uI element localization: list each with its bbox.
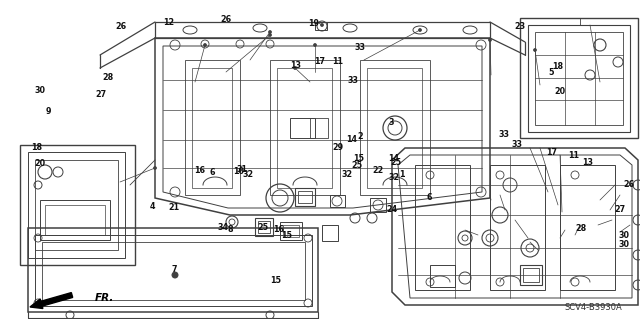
FancyArrow shape: [30, 293, 73, 308]
Circle shape: [172, 272, 178, 278]
Text: 3: 3: [388, 118, 394, 127]
Text: 19: 19: [308, 19, 319, 28]
Text: 6: 6: [427, 193, 432, 202]
Text: 20: 20: [34, 159, 45, 168]
Text: 24: 24: [386, 205, 397, 214]
Text: 30: 30: [618, 241, 630, 249]
Bar: [330, 195, 345, 207]
Circle shape: [269, 31, 271, 33]
Text: 21: 21: [168, 203, 179, 212]
Text: 28: 28: [102, 73, 113, 82]
Text: 17: 17: [546, 148, 557, 157]
Circle shape: [294, 66, 296, 70]
Text: 12: 12: [163, 19, 174, 27]
Text: 7: 7: [172, 265, 177, 274]
Text: 30: 30: [618, 231, 630, 240]
Text: 32: 32: [341, 170, 353, 179]
Text: 14: 14: [388, 154, 399, 163]
Text: 17: 17: [314, 57, 325, 66]
Text: 27: 27: [95, 90, 107, 99]
Text: 34: 34: [217, 223, 228, 232]
Bar: [255, 218, 273, 236]
Text: 25: 25: [257, 223, 269, 232]
Circle shape: [488, 39, 492, 41]
Bar: [20, 145, 135, 265]
Text: 33: 33: [348, 76, 359, 85]
Bar: [430, 265, 455, 287]
Text: 1: 1: [399, 170, 404, 179]
Circle shape: [419, 28, 422, 32]
Text: 13: 13: [582, 158, 593, 167]
Text: 11: 11: [332, 57, 343, 66]
Text: SCV4-B3930A: SCV4-B3930A: [564, 303, 622, 313]
Text: 4: 4: [150, 202, 155, 211]
Text: 16: 16: [273, 225, 284, 234]
Text: 33: 33: [499, 130, 510, 139]
Text: 15: 15: [353, 154, 365, 163]
Text: 31: 31: [236, 165, 248, 174]
Bar: [280, 222, 302, 240]
Bar: [370, 198, 386, 212]
Text: 5: 5: [548, 68, 554, 77]
Text: 32: 32: [243, 170, 254, 179]
Text: 20: 20: [554, 87, 566, 96]
Circle shape: [314, 43, 317, 47]
Text: 13: 13: [290, 61, 301, 70]
Text: 14: 14: [346, 135, 357, 144]
Text: 33: 33: [511, 140, 523, 149]
Text: 30: 30: [34, 86, 45, 95]
Text: 18: 18: [31, 143, 43, 152]
Bar: [310, 118, 328, 138]
Text: 10: 10: [233, 167, 244, 176]
Text: 28: 28: [575, 224, 587, 233]
Bar: [523, 268, 539, 282]
Bar: [40, 200, 110, 240]
Circle shape: [321, 24, 323, 26]
Text: 27: 27: [614, 205, 625, 214]
Text: 33: 33: [354, 43, 365, 52]
Bar: [283, 225, 299, 237]
Text: 8: 8: [228, 225, 233, 234]
Text: FR.: FR.: [95, 293, 115, 303]
Text: 6: 6: [209, 168, 214, 177]
Bar: [315, 22, 327, 30]
Bar: [322, 225, 338, 241]
Text: 2: 2: [358, 132, 363, 141]
Text: 22: 22: [372, 166, 384, 175]
Text: 29: 29: [332, 143, 344, 152]
Text: 32: 32: [388, 173, 399, 182]
Text: 26: 26: [220, 15, 232, 24]
Text: 26: 26: [115, 22, 127, 31]
Text: 15: 15: [269, 276, 281, 285]
Bar: [295, 188, 315, 206]
Bar: [298, 191, 312, 203]
Circle shape: [269, 33, 271, 36]
Bar: [258, 221, 270, 233]
Text: 25: 25: [390, 158, 402, 167]
Text: 9: 9: [46, 107, 51, 116]
Bar: [520, 265, 542, 285]
Text: 26: 26: [623, 180, 634, 189]
Text: 11: 11: [568, 151, 580, 160]
Bar: [290, 118, 315, 138]
Circle shape: [204, 43, 207, 47]
Text: 15: 15: [281, 231, 292, 240]
Text: 16: 16: [194, 166, 205, 175]
Circle shape: [534, 48, 536, 51]
Bar: [45, 205, 105, 235]
Circle shape: [154, 167, 157, 169]
Bar: [520, 18, 638, 138]
Text: 25: 25: [351, 161, 363, 170]
Text: 23: 23: [514, 22, 525, 31]
Text: 18: 18: [552, 62, 564, 71]
